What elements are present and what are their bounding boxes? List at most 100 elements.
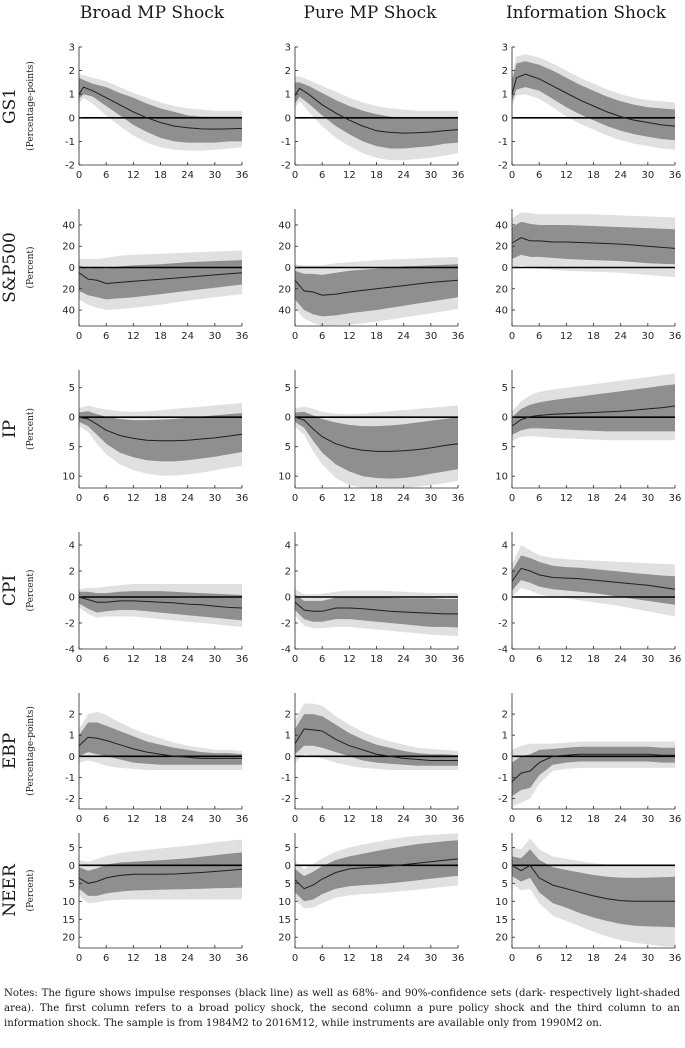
y-tick-label: 0 — [502, 861, 508, 872]
y-tick-label: -1 — [281, 137, 291, 148]
y-tick-label: -1 — [65, 137, 75, 148]
x-tick-label: 24 — [181, 654, 194, 665]
x-tick-label: 18 — [587, 331, 600, 342]
x-tick-label: 30 — [641, 654, 654, 665]
y-tick-label: 0 — [285, 263, 291, 274]
y-tick-label: 3 — [69, 43, 75, 54]
x-tick-label: 24 — [397, 493, 410, 504]
x-tick-label: 24 — [181, 170, 194, 181]
x-tick-label: 0 — [509, 814, 515, 825]
x-tick-label: 30 — [424, 170, 437, 181]
column-title: Pure MP Shock — [304, 3, 438, 23]
y-tick-label: 0 — [502, 263, 508, 274]
y-tick-label: 40 — [495, 306, 508, 317]
y-tick-label: 5 — [502, 843, 508, 854]
x-tick-label: 30 — [424, 331, 437, 342]
irf-panel: 420-2-40 6 12 18 24 30 36 — [281, 532, 464, 665]
x-tick-label: 18 — [370, 814, 383, 825]
confidence-band-68 — [512, 384, 675, 435]
y-tick-label: -2 — [65, 619, 75, 630]
y-tick-label: 20 — [495, 242, 508, 253]
x-tick-label: 12 — [560, 493, 573, 504]
x-tick-label: 6 — [103, 493, 109, 504]
confidence-band-68 — [79, 260, 242, 300]
y-tick-label: 5 — [69, 442, 75, 453]
x-tick-label: 30 — [424, 654, 437, 665]
row-title: IP — [0, 420, 20, 438]
row-unit: (Percent) — [25, 869, 36, 911]
x-tick-label: 36 — [452, 170, 465, 181]
x-tick-label: 0 — [76, 170, 82, 181]
x-tick-label: 12 — [560, 170, 573, 181]
impulse-response-line — [294, 858, 459, 890]
confidence-band-68 — [512, 849, 675, 928]
x-tick-label: 30 — [641, 170, 654, 181]
y-tick-label: 0 — [502, 752, 508, 763]
irf-panel: 40 20 0 20 40 0 6 12 18 24 30 36 — [278, 209, 464, 342]
y-tick-label: 0 — [69, 113, 75, 124]
x-tick-label: 30 — [208, 654, 221, 665]
confidence-band-68 — [295, 82, 458, 149]
y-tick-label: 40 — [62, 306, 75, 317]
x-tick-label: 6 — [536, 493, 542, 504]
y-tick-label: -2 — [281, 619, 291, 630]
row-unit: (Percent) — [25, 569, 36, 611]
x-tick-label: 18 — [587, 953, 600, 964]
y-tick-label: 0 — [502, 113, 508, 124]
x-tick-label: 12 — [560, 953, 573, 964]
y-tick-label: 20 — [278, 933, 291, 944]
x-tick-label: 6 — [319, 493, 325, 504]
x-tick-label: 24 — [614, 654, 627, 665]
x-tick-label: 12 — [343, 814, 356, 825]
x-tick-label: 24 — [181, 953, 194, 964]
y-tick-label: -2 — [281, 794, 291, 805]
irf-figure: Broad MP Shock Pure MP Shock Information S… — [0, 3, 681, 964]
y-tick-label: -2 — [498, 619, 508, 630]
x-tick-label: 36 — [236, 654, 249, 665]
x-tick-label: 24 — [397, 331, 410, 342]
x-tick-label: 12 — [127, 654, 140, 665]
x-tick-label: 12 — [127, 170, 140, 181]
x-tick-label: 18 — [587, 654, 600, 665]
y-tick-label: 15 — [495, 915, 508, 926]
y-tick-label: -2 — [498, 794, 508, 805]
x-tick-label: 36 — [236, 493, 249, 504]
y-tick-label: 1 — [69, 731, 75, 742]
impulse-response-line — [511, 237, 676, 249]
x-tick-label: 12 — [343, 953, 356, 964]
x-tick-label: 30 — [208, 814, 221, 825]
impulse-response-line — [294, 601, 458, 615]
x-tick-label: 24 — [397, 953, 410, 964]
y-tick-label: -2 — [281, 161, 291, 172]
x-tick-label: 12 — [127, 953, 140, 964]
impulse-response-line — [78, 868, 243, 884]
x-tick-label: 0 — [292, 493, 298, 504]
x-tick-label: 12 — [560, 654, 573, 665]
y-tick-label: 15 — [278, 915, 291, 926]
x-tick-label: 18 — [587, 170, 600, 181]
x-tick-label: 6 — [103, 654, 109, 665]
y-tick-label: 0 — [69, 413, 75, 424]
y-tick-label: 2 — [502, 710, 508, 721]
x-tick-label: 12 — [343, 170, 356, 181]
y-tick-label: 20 — [495, 933, 508, 944]
impulse-response-line — [78, 736, 242, 759]
x-tick-label: 6 — [103, 331, 109, 342]
irf-panel: 40 20 0 20 40 0 6 12 18 24 30 36 — [62, 209, 248, 342]
x-tick-label: 24 — [614, 814, 627, 825]
y-tick-label: 0 — [502, 593, 508, 604]
x-tick-label: 18 — [587, 814, 600, 825]
x-tick-label: 0 — [292, 170, 298, 181]
y-tick-label: 4 — [69, 541, 75, 552]
x-tick-label: 18 — [370, 331, 383, 342]
y-tick-label: 4 — [502, 541, 508, 552]
x-tick-label: 6 — [319, 814, 325, 825]
impulse-response-line — [78, 596, 243, 609]
y-tick-label: 10 — [278, 897, 291, 908]
y-tick-label: -2 — [65, 161, 75, 172]
y-tick-label: 0 — [285, 861, 291, 872]
x-tick-label: 18 — [154, 170, 167, 181]
